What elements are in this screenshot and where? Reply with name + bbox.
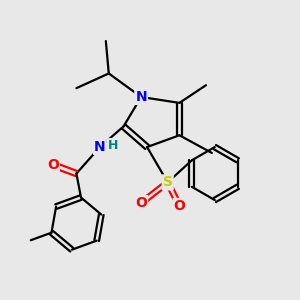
Text: O: O <box>135 196 147 210</box>
Text: N: N <box>135 90 147 104</box>
Text: O: O <box>47 158 59 172</box>
Text: H: H <box>108 139 119 152</box>
Text: N: N <box>94 140 106 154</box>
Text: O: O <box>173 199 185 213</box>
Text: S: S <box>163 176 173 189</box>
